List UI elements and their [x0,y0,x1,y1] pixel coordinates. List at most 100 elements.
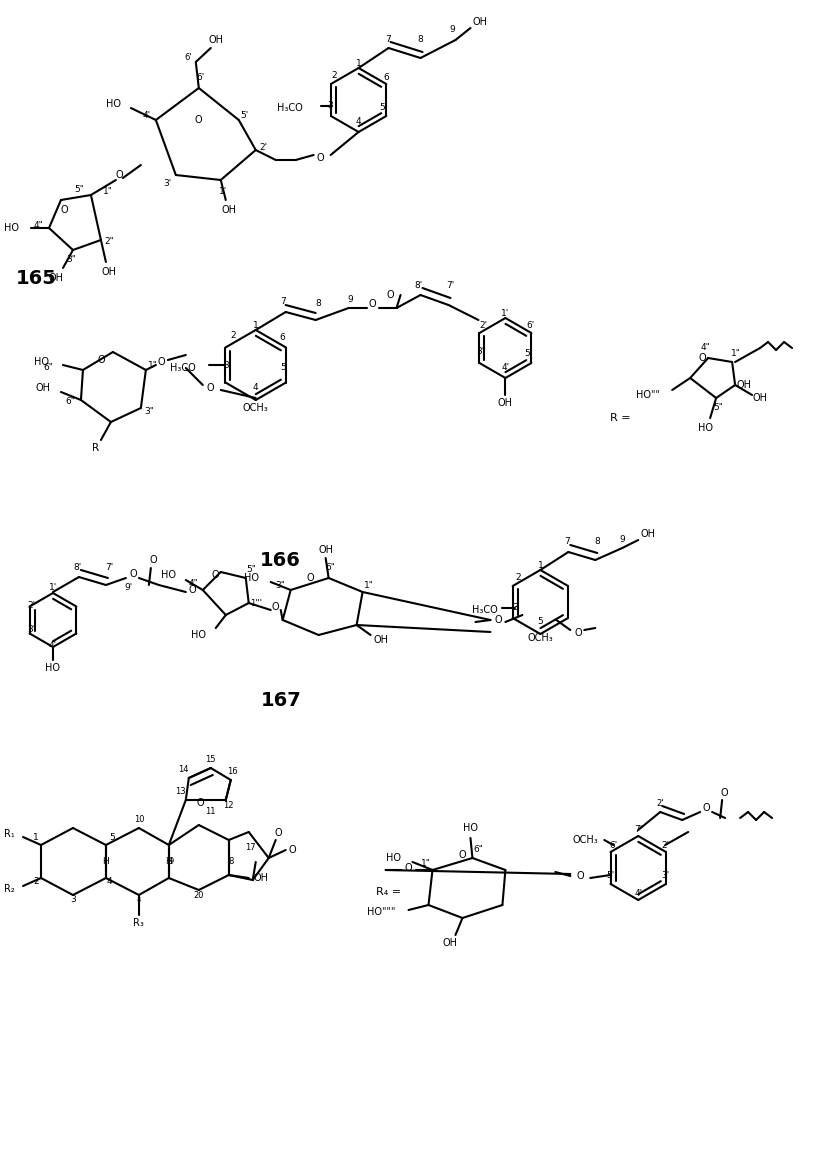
Text: O: O [157,357,165,367]
Text: HO: HO [106,99,121,109]
Text: 20: 20 [194,891,204,901]
Text: R₂: R₂ [4,884,15,894]
Text: OH: OH [318,545,333,555]
Text: OH: OH [443,938,458,948]
Text: OH: OH [498,398,513,408]
Text: 4: 4 [136,897,141,903]
Text: 8: 8 [228,858,233,867]
Text: 7': 7' [105,563,113,573]
Text: 3': 3' [164,178,172,188]
Text: 5: 5 [280,364,285,372]
Text: 6": 6" [474,846,483,854]
Text: HO: HO [34,357,49,367]
Text: 3': 3' [661,870,669,880]
Text: 2": 2" [104,238,114,247]
Text: 8: 8 [316,299,322,307]
Text: O: O [97,355,105,365]
Text: OCH₃: OCH₃ [572,834,598,845]
Text: OH: OH [473,17,488,27]
Text: O: O [575,628,582,637]
Text: 1''': 1''' [250,598,261,607]
Text: O: O [698,353,706,363]
Text: O: O [307,573,314,583]
Text: 6: 6 [384,73,390,82]
Text: OH: OH [737,380,752,389]
Text: OH: OH [36,382,51,393]
Text: 2: 2 [230,330,236,340]
Text: O: O [189,585,197,595]
Text: 4': 4' [501,364,509,372]
Text: HO"": HO"" [636,389,660,400]
Text: O: O [459,850,466,860]
Text: 5': 5' [606,870,614,880]
Text: R₄ =: R₄ = [375,887,401,897]
Text: HO""": HO""" [367,907,395,917]
Text: 3: 3 [327,102,333,110]
Text: O: O [275,828,283,838]
Text: O: O [272,602,280,612]
Text: 6": 6" [65,398,75,407]
Text: 9': 9' [125,583,133,592]
Text: H: H [165,858,172,867]
Text: 1: 1 [356,58,361,67]
Text: 3": 3" [66,255,76,264]
Text: 6': 6' [197,73,205,82]
Text: 9: 9 [347,296,353,305]
Text: 1": 1" [421,859,431,867]
Text: R₁: R₁ [4,829,15,839]
Text: 12: 12 [223,801,234,809]
Text: H₃CO: H₃CO [471,605,497,615]
Text: 7: 7 [280,298,285,306]
Text: 2': 2' [260,144,268,153]
Text: O: O [576,872,584,881]
Text: HO: HO [45,663,60,673]
Text: 5": 5" [713,403,723,413]
Text: O: O [369,299,376,309]
Text: O: O [197,799,204,808]
Text: 1": 1" [148,360,158,370]
Text: 1": 1" [103,188,112,197]
Text: 8: 8 [595,538,600,547]
Text: 15: 15 [206,756,216,765]
Text: 3': 3' [476,348,485,357]
Text: OCH₃: OCH₃ [243,403,269,413]
Text: 1": 1" [364,582,374,590]
Text: O: O [60,205,68,216]
Text: O: O [149,555,156,564]
Text: 9: 9 [450,25,456,35]
Text: 7': 7' [634,825,643,834]
Text: O: O [404,863,413,873]
Text: H: H [103,858,109,867]
Text: 1": 1" [731,349,741,357]
Text: 14: 14 [179,765,189,774]
Text: 4: 4 [106,877,112,887]
Text: O: O [207,382,214,393]
Text: 1: 1 [538,561,543,569]
Text: 10: 10 [134,816,144,824]
Text: 5: 5 [380,103,385,112]
Text: 2: 2 [33,877,39,887]
Text: 9: 9 [168,858,174,867]
Text: 4": 4" [700,343,710,352]
Text: 8': 8' [414,280,423,290]
Text: OCH₃: OCH₃ [528,633,553,643]
Text: 6': 6' [184,53,192,63]
Text: 1': 1' [218,188,227,197]
Text: 167: 167 [261,691,301,709]
Text: HO: HO [191,630,206,640]
Text: OH: OH [373,635,388,646]
Text: O: O [720,788,728,799]
Text: O: O [129,569,136,580]
Text: 1: 1 [253,321,259,329]
Text: 5': 5' [241,110,249,119]
Text: 3: 3 [513,604,519,612]
Text: 5": 5" [74,185,84,195]
Text: 16: 16 [227,767,238,777]
Text: O: O [195,115,203,125]
Text: HO: HO [385,853,400,863]
Text: 6': 6' [609,840,618,850]
Text: 5": 5" [246,566,256,575]
Text: 4": 4" [33,220,43,229]
Text: OH: OH [753,393,767,403]
Text: 4: 4 [253,384,259,393]
